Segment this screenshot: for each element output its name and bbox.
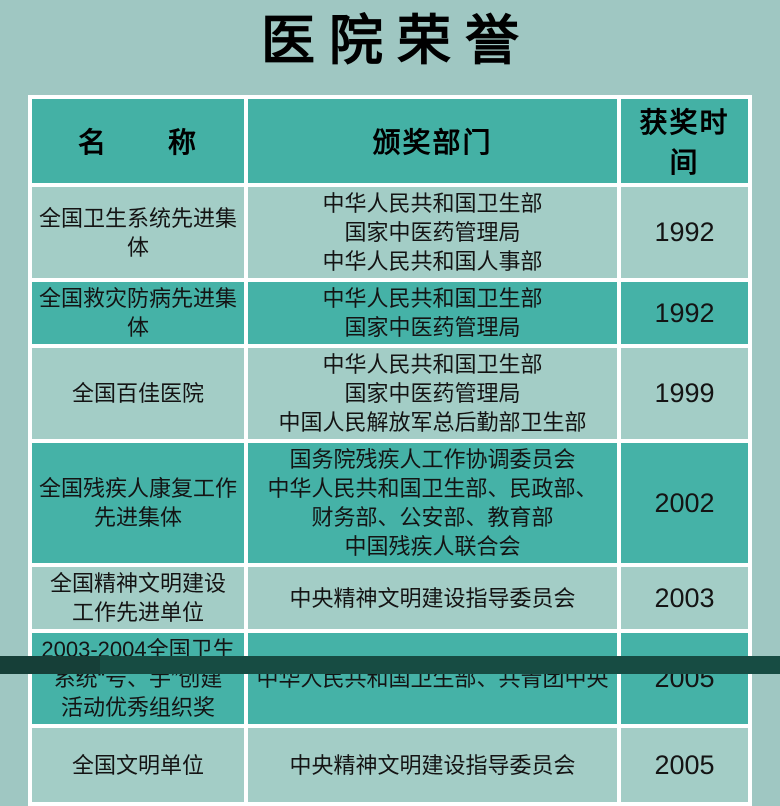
honor-name-cell: 全国文明单位 (28, 724, 248, 806)
col-header-year: 获奖时间 (616, 95, 753, 187)
awarding-department-cell: 中华人民共和国卫生部 国家中医药管理局 中华人民共和国人事部 (244, 183, 621, 282)
table-row: 全国精神文明建设 工作先进单位 中央精神文明建设指导委员会 2003 (28, 563, 753, 633)
col-header-name: 名 称 (28, 95, 248, 187)
awarding-department-cell: 中央精神文明建设指导委员会 (244, 724, 621, 806)
table-row: 2003-2004全国卫生 系统“号、手”创建 活动优秀组织奖 中华人民共和国卫… (28, 629, 753, 728)
awarding-department-cell: 中央精神文明建设指导委员会 (244, 563, 621, 633)
award-year-cell: 1992 (616, 183, 753, 282)
page-title: 医院荣誉 (261, 11, 533, 71)
honor-name-cell: 全国残疾人康复工作 先进集体 (28, 439, 248, 567)
award-year-cell: 2003 (616, 563, 753, 633)
honors-table: 名 称 颁奖部门 获奖时间 全国卫生系统先进集体 中华人民共和国卫生部 国家中医… (28, 95, 753, 806)
col-header-department: 颁奖部门 (244, 95, 621, 187)
header-row: 名 称 颁奖部门 获奖时间 (28, 95, 753, 187)
awarding-department-cell: 中华人民共和国卫生部 国家中医药管理局 中国人民解放军总后勤部卫生部 (244, 344, 621, 443)
table-row: 全国百佳医院 中华人民共和国卫生部 国家中医药管理局 中国人民解放军总后勤部卫生… (28, 344, 753, 443)
honor-name-cell: 全国精神文明建设 工作先进单位 (28, 563, 248, 633)
awarding-department-cell: 国务院残疾人工作协调委员会 中华人民共和国卫生部、民政部、 财务部、公安部、教育… (244, 439, 621, 567)
award-year-cell: 2002 (616, 439, 753, 567)
award-year-cell: 1999 (616, 344, 753, 443)
honor-name-cell: 全国救灾防病先进集体 (28, 278, 248, 348)
awarding-department-cell: 中华人民共和国卫生部、共青团中央 (244, 629, 621, 728)
bottom-band (0, 656, 780, 674)
table-row: 全国残疾人康复工作 先进集体 国务院残疾人工作协调委员会 中华人民共和国卫生部、… (28, 439, 753, 567)
table-row: 全国卫生系统先进集体 中华人民共和国卫生部 国家中医药管理局 中华人民共和国人事… (28, 183, 753, 282)
award-year-cell: 2005 (616, 629, 753, 728)
honor-name-cell: 全国卫生系统先进集体 (28, 183, 248, 282)
honor-name-cell: 2003-2004全国卫生 系统“号、手”创建 活动优秀组织奖 (28, 629, 248, 728)
table-row: 全国救灾防病先进集体 中华人民共和国卫生部 国家中医药管理局 1992 (28, 278, 753, 348)
table-row: 全国文明单位 中央精神文明建设指导委员会 2005 (28, 724, 753, 806)
award-year-cell: 1992 (616, 278, 753, 348)
awarding-department-cell: 中华人民共和国卫生部 国家中医药管理局 (244, 278, 621, 348)
bottom-band-left-segment (0, 656, 100, 674)
award-year-cell: 2005 (616, 724, 753, 806)
honor-name-cell: 全国百佳医院 (28, 344, 248, 443)
